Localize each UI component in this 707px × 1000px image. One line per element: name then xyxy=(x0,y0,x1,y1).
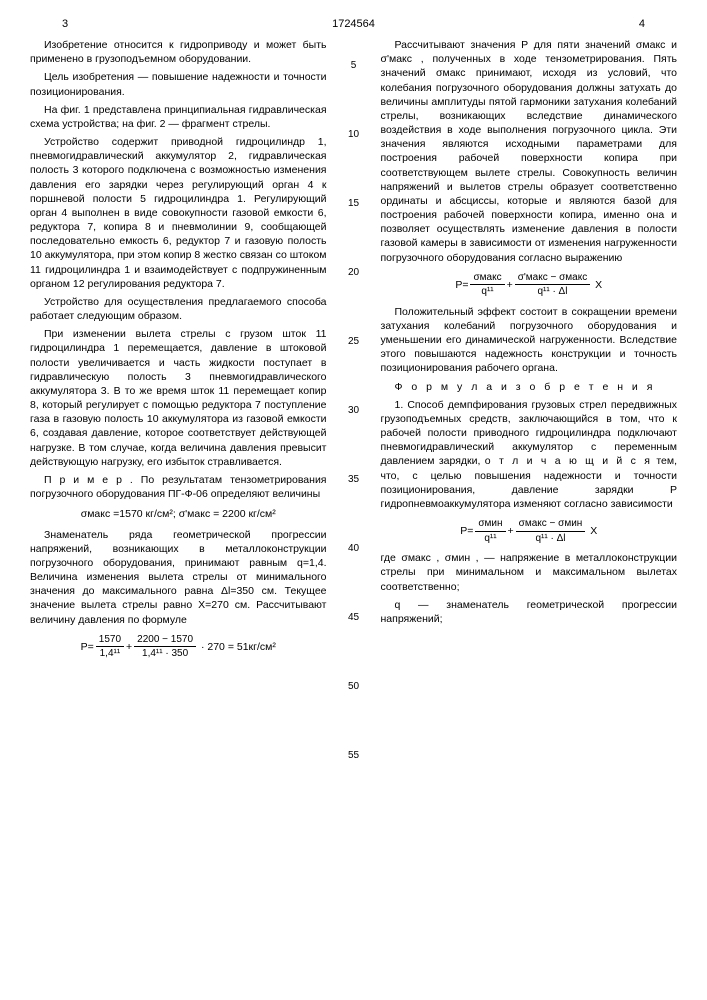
patent-page: 3 1724564 4 Изобретение относится к гидр… xyxy=(0,0,707,839)
ln: 20 xyxy=(348,267,359,278)
right-column: Рассчитывают значения Р для пяти значени… xyxy=(381,38,678,819)
ln: 10 xyxy=(348,129,359,140)
page-right: 4 xyxy=(639,18,645,30)
patent-number: 1724564 xyxy=(68,18,639,30)
ln: 50 xyxy=(348,681,359,692)
ln: 55 xyxy=(348,750,359,761)
columns: Изобретение относится к гидроприводу и м… xyxy=(30,38,677,819)
formula-r1: P=σмаксq¹¹+σ'макс − σмаксq¹¹ · Δl X xyxy=(381,271,678,299)
para: Знаменатель ряда геометрической прогресс… xyxy=(30,528,327,627)
claim-1: 1. Способ демпфирования грузовых стрел п… xyxy=(381,398,678,511)
ln: 40 xyxy=(348,543,359,554)
para: Цель изобретения — повышение надежности … xyxy=(30,70,327,98)
para: q — знаменатель геометрической прогресси… xyxy=(381,598,678,626)
para: Устройство содержит приводной гидроцилин… xyxy=(30,135,327,291)
ln: 30 xyxy=(348,405,359,416)
formula-title: Ф о р м у л а и з о б р е т е н и я xyxy=(381,380,678,394)
para: Рассчитывают значения Р для пяти значени… xyxy=(381,38,678,265)
ln: 45 xyxy=(348,612,359,623)
formula-p1: P=15701,4¹¹+2200 − 15701,4¹¹ · 350 · 270… xyxy=(30,633,327,661)
ln: 25 xyxy=(348,336,359,347)
left-column: Изобретение относится к гидроприводу и м… xyxy=(30,38,327,819)
header: 3 1724564 4 xyxy=(30,18,677,30)
ln: 15 xyxy=(348,198,359,209)
para: где σмакс , σмин , — напряжение в металл… xyxy=(381,551,678,594)
ln: 5 xyxy=(351,60,357,71)
formula-r2: P=σминq¹¹+σмакс − σминq¹¹ · Δl X xyxy=(381,517,678,545)
para: Устройство для осуществления предлагаемо… xyxy=(30,295,327,323)
para: При изменении вылета стрелы с грузом што… xyxy=(30,327,327,469)
para: Изобретение относится к гидроприводу и м… xyxy=(30,38,327,66)
para: На фиг. 1 представлена принципиальная ги… xyxy=(30,103,327,131)
para: П р и м е р . По результатам тензометрир… xyxy=(30,473,327,501)
para: Положительный эффект состоит в сокращени… xyxy=(381,305,678,376)
line-numbers: 5 10 15 20 25 30 35 40 45 50 55 xyxy=(345,38,363,819)
ln: 35 xyxy=(348,474,359,485)
formula-sigma: σмакс =1570 кг/см²; σ'макс = 2200 кг/см² xyxy=(30,507,327,521)
